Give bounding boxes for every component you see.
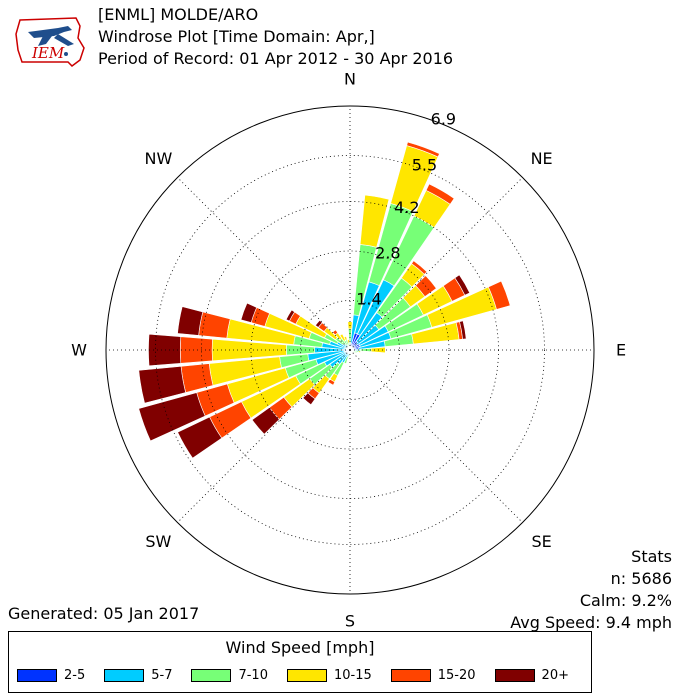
generated-date: Generated: 05 Jan 2017	[8, 604, 200, 623]
legend-label: 2-5	[64, 668, 86, 683]
radial-gridline	[155, 155, 545, 545]
windrose-bar-60-20+	[454, 274, 471, 296]
legend-label: 7-10	[238, 668, 268, 683]
plot-subtitle: Windrose Plot [Time Domain: Apr,]	[98, 27, 375, 46]
legend-label: 20+	[541, 668, 569, 683]
legend-swatch	[494, 669, 535, 682]
windrose-bars	[138, 141, 511, 459]
radial-tick-label: 5.5	[412, 155, 437, 174]
legend-item: 5-7	[104, 668, 172, 683]
legend-swatch	[191, 669, 232, 682]
windrose-bar-310-20+	[315, 319, 323, 328]
legend-items: 2-5 5-7 7-10 10-15 15-20 20+	[17, 668, 588, 683]
direction-label-n: N	[344, 70, 356, 89]
angular-gridline	[177, 349, 351, 523]
angular-gridline	[349, 177, 523, 351]
windrose-bar-230-20+	[251, 407, 280, 435]
legend-swatch	[17, 669, 57, 682]
legend-item: 2-5	[17, 668, 85, 683]
stats-avg-speed: Avg Speed: 9.4 mph	[510, 613, 672, 632]
windrose-bar-80-20+	[459, 320, 467, 340]
radial-tick-label: 1.4	[356, 289, 381, 308]
legend-swatch	[104, 669, 145, 682]
stats-calm: Calm: 9.2%	[579, 591, 672, 610]
legend: Wind Speed [mph] 2-5 5-7 7-10 10-15 15-2…	[8, 631, 592, 693]
windrose-bar-10-10-15	[359, 194, 390, 248]
windrose-bar-320-15-20	[332, 329, 339, 336]
stats-title: Stats	[631, 547, 672, 566]
radial-tick-label: 6.9	[431, 110, 456, 129]
windrose-bar-120-7-10	[352, 351, 356, 354]
windrose-bar-210-15-20	[327, 378, 336, 386]
stats-panel: Stats n: 5686 Calm: 9.2% Avg Speed: 9.4 …	[510, 546, 672, 634]
legend-label: 15-20	[437, 668, 476, 683]
legend-item: 10-15	[286, 668, 372, 683]
windrose-bar-110-7-10	[352, 350, 358, 354]
windrose-bar-70-15-20	[487, 280, 511, 310]
direction-label-nw: NW	[144, 149, 172, 168]
windrose-bar-290-20+	[240, 302, 258, 323]
iem-logo: IEM	[15, 17, 85, 67]
direction-label-sw: SW	[145, 532, 171, 551]
windrose-grid	[105, 105, 595, 595]
legend-title: Wind Speed [mph]	[225, 638, 375, 657]
angular-gridline	[349, 349, 523, 523]
angular-gridline	[177, 177, 351, 351]
windrose-bar-340-10-15	[343, 336, 348, 341]
legend-swatch	[286, 669, 327, 682]
windrose-bar-30-15-20	[425, 183, 455, 205]
windrose-bar-240-20+	[177, 416, 223, 459]
windrose-bar-260-20+	[138, 365, 187, 404]
windrose-bar-280-20+	[177, 306, 204, 336]
radial-gridline	[250, 250, 450, 450]
windrose-bar-280-15-20	[198, 311, 231, 339]
legend-swatch	[390, 669, 431, 682]
station-title: [ENML] MOLDE/ARO	[98, 5, 259, 24]
windrose-bar-40-15-20	[411, 260, 428, 275]
direction-label-ne: NE	[531, 149, 553, 168]
period-of-record: Period of Record: 01 Apr 2012 - 30 Apr 2…	[98, 49, 454, 68]
legend-label: 5-7	[151, 668, 173, 683]
direction-label-w: W	[71, 341, 87, 360]
direction-label-se: SE	[531, 532, 551, 551]
stats-count: n: 5686	[610, 569, 672, 588]
windrose-bar-300-20+	[285, 309, 296, 322]
windrose-bar-270-20+	[148, 333, 182, 367]
windrose-bar-220-20+	[302, 392, 316, 406]
windrose-bar-20-15-20	[406, 141, 440, 158]
legend-item: 20+	[494, 668, 569, 683]
windrose-bar-330-10-15	[339, 333, 346, 342]
direction-label-e: E	[616, 341, 626, 360]
windrose-bar-270-7-10	[286, 344, 316, 356]
windrose-bar-260-15-20	[180, 363, 214, 393]
legend-item: 15-20	[390, 668, 476, 683]
direction-label-s: S	[345, 612, 355, 631]
legend-item: 7-10	[191, 668, 268, 683]
windrose-labels: N NE E SE S SW W NW 1.4 2.8 4.2 5.5 6.9	[71, 70, 626, 631]
legend-label: 10-15	[333, 668, 372, 683]
windrose-bar-350-10-15	[346, 339, 350, 344]
radial-gridline	[300, 300, 400, 400]
radial-tick-label: 2.8	[375, 244, 400, 263]
logo-text: IEM	[31, 44, 65, 62]
windrose-bar-250-20+	[138, 392, 206, 442]
plot-boundary	[105, 105, 595, 595]
windrose-bar-100-10-15	[358, 350, 361, 354]
radial-tick-label: 4.2	[394, 198, 419, 217]
